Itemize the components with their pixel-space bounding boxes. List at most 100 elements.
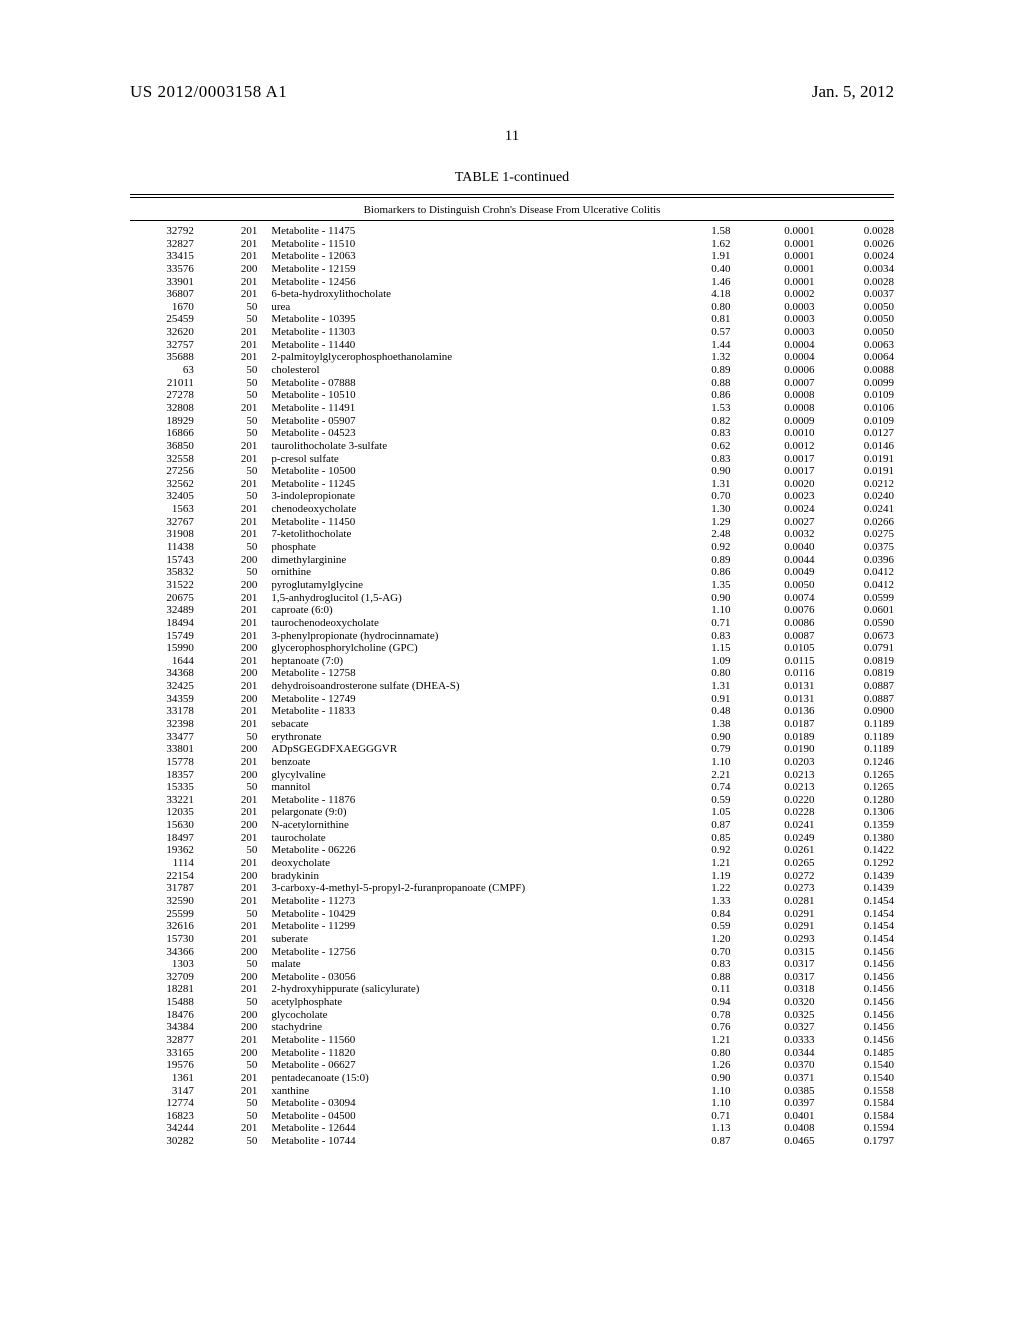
table-row: 15730201suberate1.200.02930.1454 — [130, 933, 894, 946]
cell-name: glycocholate — [271, 1009, 668, 1022]
cell-v2: 0.0040 — [747, 541, 831, 554]
cell-v1: 0.86 — [669, 566, 747, 579]
cell-v2: 0.0228 — [747, 806, 831, 819]
cell-lib: 200 — [212, 263, 271, 276]
cell-id: 18494 — [130, 617, 212, 630]
cell-v1: 0.83 — [669, 958, 747, 971]
cell-v1: 0.71 — [669, 1110, 747, 1123]
table-row: 32808201Metabolite - 114911.530.00080.01… — [130, 402, 894, 415]
cell-v2: 0.0333 — [747, 1034, 831, 1047]
cell-v1: 0.90 — [669, 731, 747, 744]
cell-id: 16823 — [130, 1110, 212, 1123]
cell-v2: 0.0049 — [747, 566, 831, 579]
cell-lib: 201 — [212, 705, 271, 718]
cell-id: 32398 — [130, 718, 212, 731]
cell-name: Metabolite - 11299 — [271, 920, 668, 933]
cell-id: 15749 — [130, 630, 212, 643]
table-title: TABLE 1-continued — [130, 170, 894, 186]
cell-v2: 0.0004 — [747, 339, 831, 352]
cell-v3: 0.1456 — [830, 1034, 894, 1047]
cell-v1: 1.10 — [669, 604, 747, 617]
cell-lib: 50 — [212, 301, 271, 314]
cell-v3: 0.0212 — [830, 478, 894, 491]
table-row: 182812012-hydroxyhippurate (salicylurate… — [130, 983, 894, 996]
table-row: 1644201heptanoate (7:0)1.090.01150.0819 — [130, 655, 894, 668]
table-row: 368072016-beta-hydroxylithocholate4.180.… — [130, 288, 894, 301]
table-row: 206752011,5-anhydroglucitol (1,5-AG)0.90… — [130, 592, 894, 605]
cell-id: 31522 — [130, 579, 212, 592]
cell-id: 18357 — [130, 769, 212, 782]
table-row: 34244201Metabolite - 126441.130.04080.15… — [130, 1122, 894, 1135]
cell-v1: 0.92 — [669, 844, 747, 857]
cell-v3: 0.1456 — [830, 958, 894, 971]
cell-v3: 0.1454 — [830, 933, 894, 946]
cell-lib: 50 — [212, 908, 271, 921]
cell-id: 32808 — [130, 402, 212, 415]
cell-v3: 0.1456 — [830, 996, 894, 1009]
cell-name: phosphate — [271, 541, 668, 554]
table-row: 32757201Metabolite - 114401.440.00040.00… — [130, 339, 894, 352]
cell-id: 33415 — [130, 250, 212, 263]
cell-id: 30282 — [130, 1135, 212, 1148]
cell-v2: 0.0291 — [747, 920, 831, 933]
table-row: 33415201Metabolite - 120631.910.00010.00… — [130, 250, 894, 263]
cell-lib: 201 — [212, 288, 271, 301]
cell-v3: 0.1422 — [830, 844, 894, 857]
cell-v2: 0.0220 — [747, 794, 831, 807]
cell-v1: 0.88 — [669, 971, 747, 984]
cell-name: Metabolite - 06226 — [271, 844, 668, 857]
cell-lib: 201 — [212, 832, 271, 845]
cell-v2: 0.0003 — [747, 313, 831, 326]
cell-lib: 201 — [212, 617, 271, 630]
cell-v1: 0.90 — [669, 592, 747, 605]
cell-v1: 0.89 — [669, 554, 747, 567]
cell-lib: 200 — [212, 1009, 271, 1022]
cell-id: 33178 — [130, 705, 212, 718]
cell-id: 15730 — [130, 933, 212, 946]
cell-id: 33801 — [130, 743, 212, 756]
cell-lib: 201 — [212, 276, 271, 289]
cell-id: 34384 — [130, 1021, 212, 1034]
cell-name: mannitol — [271, 781, 668, 794]
cell-v2: 0.0001 — [747, 225, 831, 238]
cell-id: 18281 — [130, 983, 212, 996]
table-row: 32398201sebacate1.380.01870.1189 — [130, 718, 894, 731]
cell-name: Metabolite - 11833 — [271, 705, 668, 718]
cell-id: 22154 — [130, 870, 212, 883]
cell-id: 32425 — [130, 680, 212, 693]
cell-v2: 0.0273 — [747, 882, 831, 895]
cell-v1: 4.18 — [669, 288, 747, 301]
cell-v3: 0.0106 — [830, 402, 894, 415]
cell-id: 19362 — [130, 844, 212, 857]
table-rule-top — [130, 194, 894, 198]
cell-name: Metabolite - 12758 — [271, 667, 668, 680]
cell-v3: 0.0109 — [830, 415, 894, 428]
cell-v3: 0.1540 — [830, 1059, 894, 1072]
cell-id: 15778 — [130, 756, 212, 769]
cell-name: cholesterol — [271, 364, 668, 377]
cell-v3: 0.0026 — [830, 238, 894, 251]
cell-v2: 0.0076 — [747, 604, 831, 617]
cell-id: 1361 — [130, 1072, 212, 1085]
cell-id: 32405 — [130, 490, 212, 503]
cell-v1: 1.21 — [669, 1034, 747, 1047]
cell-v2: 0.0017 — [747, 465, 831, 478]
table-row: 1277450Metabolite - 030941.100.03970.158… — [130, 1097, 894, 1110]
cell-name: 2-palmitoylglycerophosphoethanolamine — [271, 351, 668, 364]
table-row: 32405503-indolepropionate0.700.00230.024… — [130, 490, 894, 503]
cell-id: 1303 — [130, 958, 212, 971]
cell-name: pelargonate (9:0) — [271, 806, 668, 819]
cell-lib: 50 — [212, 427, 271, 440]
cell-v2: 0.0012 — [747, 440, 831, 453]
cell-id: 15488 — [130, 996, 212, 1009]
cell-lib: 201 — [212, 250, 271, 263]
cell-lib: 200 — [212, 743, 271, 756]
cell-name: Metabolite - 11475 — [271, 225, 668, 238]
cell-lib: 50 — [212, 377, 271, 390]
cell-v3: 0.1189 — [830, 743, 894, 756]
cell-lib: 201 — [212, 326, 271, 339]
cell-v1: 1.38 — [669, 718, 747, 731]
cell-lib: 201 — [212, 794, 271, 807]
cell-lib: 50 — [212, 541, 271, 554]
cell-id: 33901 — [130, 276, 212, 289]
